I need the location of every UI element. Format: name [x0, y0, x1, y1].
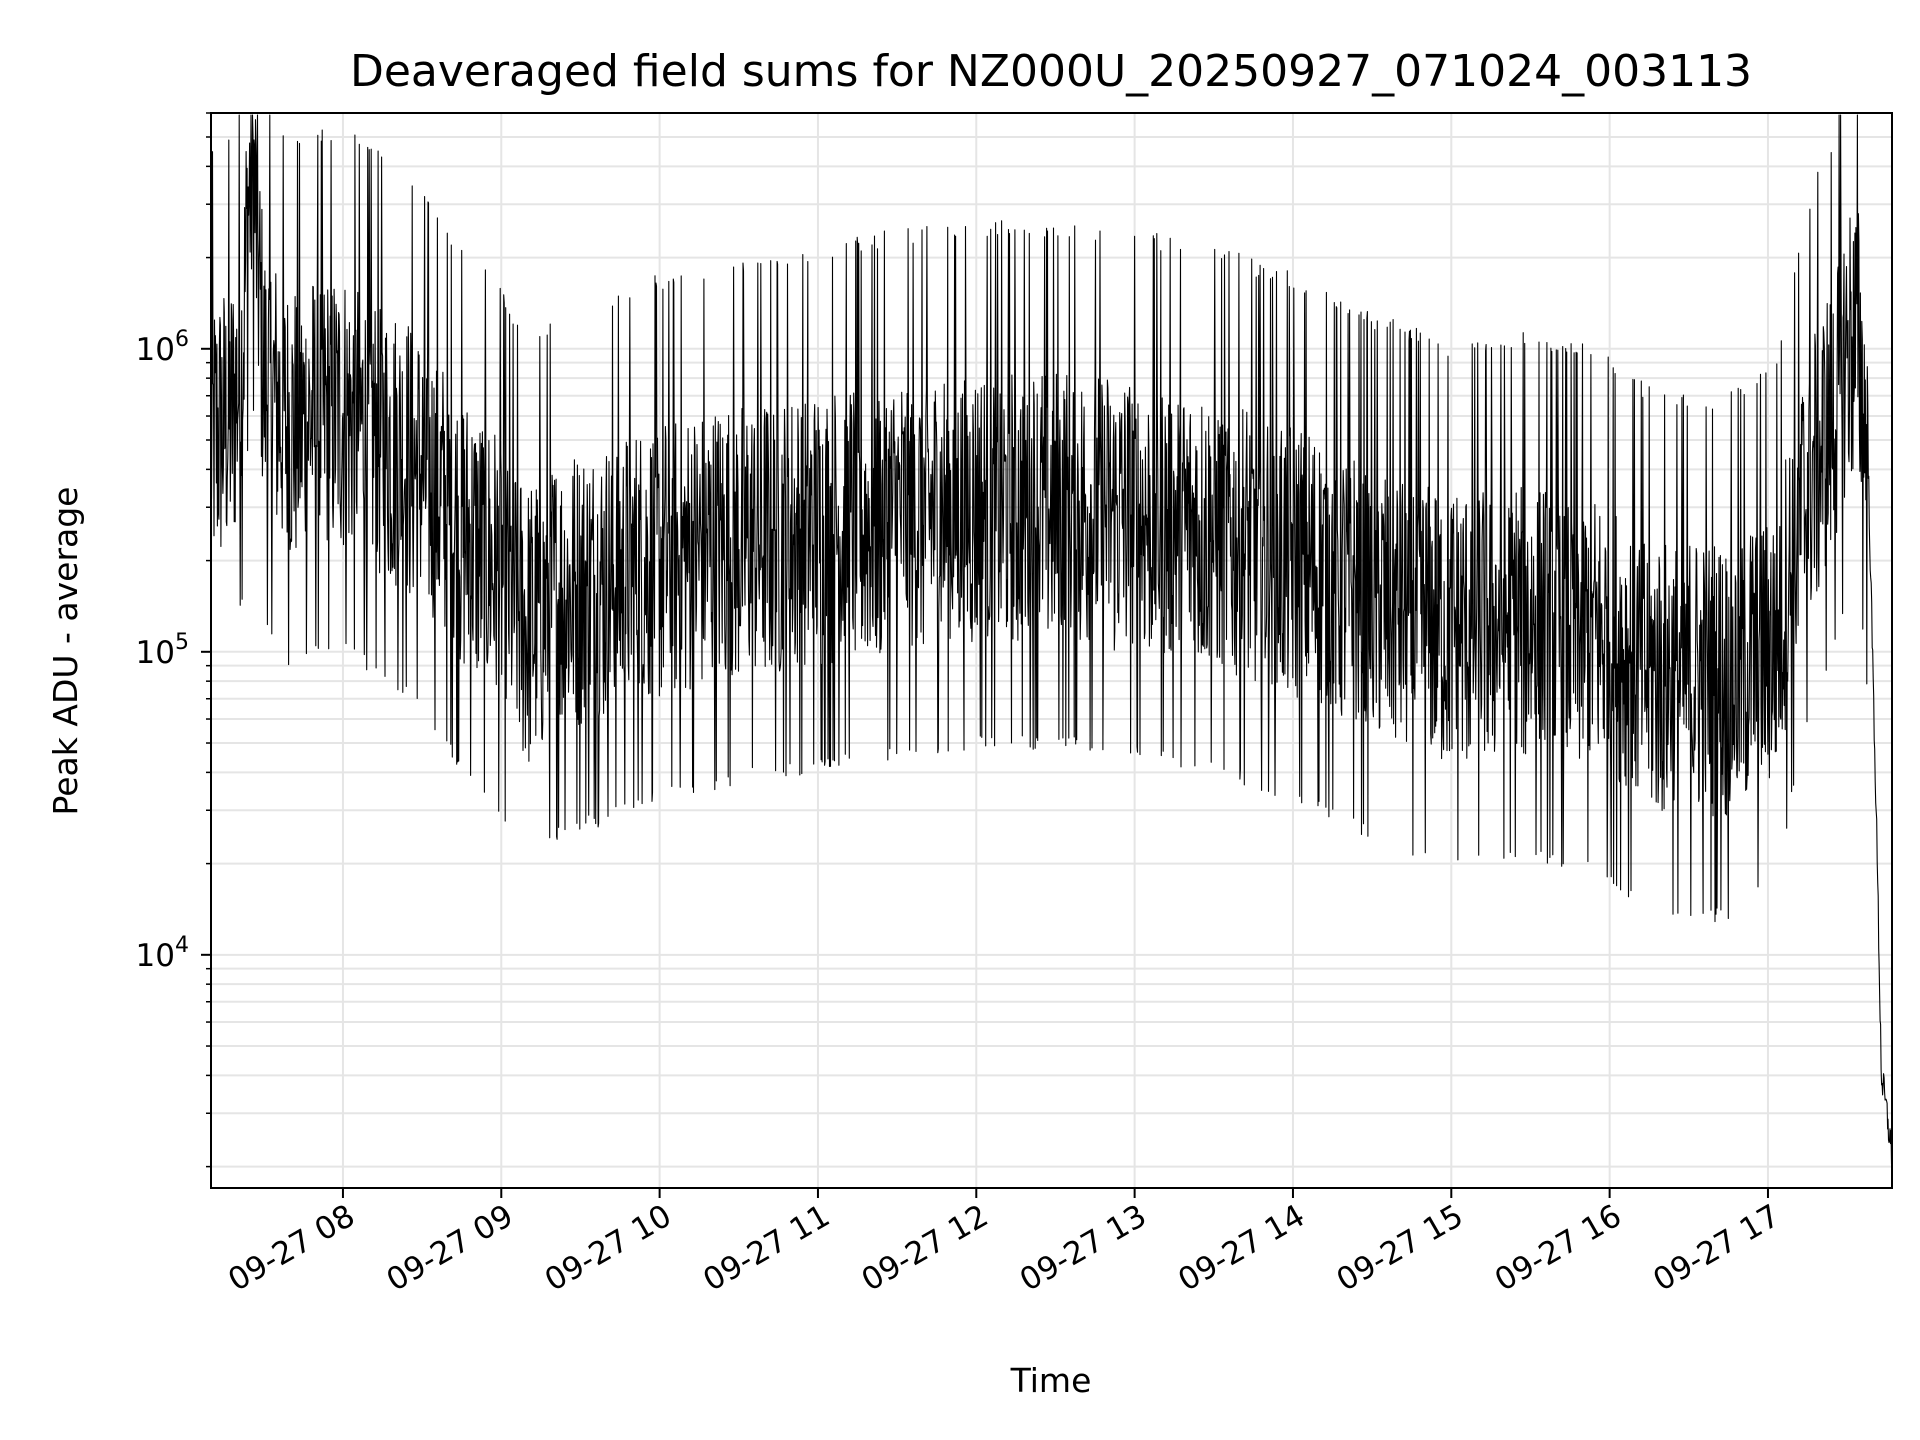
plot-frame — [210, 112, 1893, 1189]
x-tick-label: 09-27 09 — [381, 1198, 520, 1299]
y-tick-label: 104 — [136, 933, 189, 974]
y-tick-label: 105 — [136, 630, 189, 671]
x-tick-label: 09-27 08 — [222, 1198, 361, 1299]
x-tick-label: 09-27 14 — [1172, 1198, 1311, 1299]
x-tick-label: 09-27 11 — [697, 1198, 836, 1299]
x-tick-label: 09-27 13 — [1014, 1198, 1153, 1299]
x-tick-label: 09-27 12 — [856, 1198, 995, 1299]
x-tick-label: 09-27 16 — [1489, 1198, 1628, 1299]
data-series — [210, 114, 1893, 1165]
series-line — [210, 114, 1893, 1165]
y-axis-title: Peak ADU - average — [46, 487, 85, 816]
y-tick-label: 106 — [136, 327, 189, 368]
x-tick-label: 09-27 10 — [539, 1198, 678, 1299]
x-tick-label: 09-27 17 — [1647, 1198, 1786, 1299]
chart-title: Deaveraged field sums for NZ000U_2025092… — [350, 46, 1752, 97]
x-axis-title: Time — [1010, 1361, 1092, 1400]
x-tick-label: 09-27 15 — [1331, 1198, 1470, 1299]
